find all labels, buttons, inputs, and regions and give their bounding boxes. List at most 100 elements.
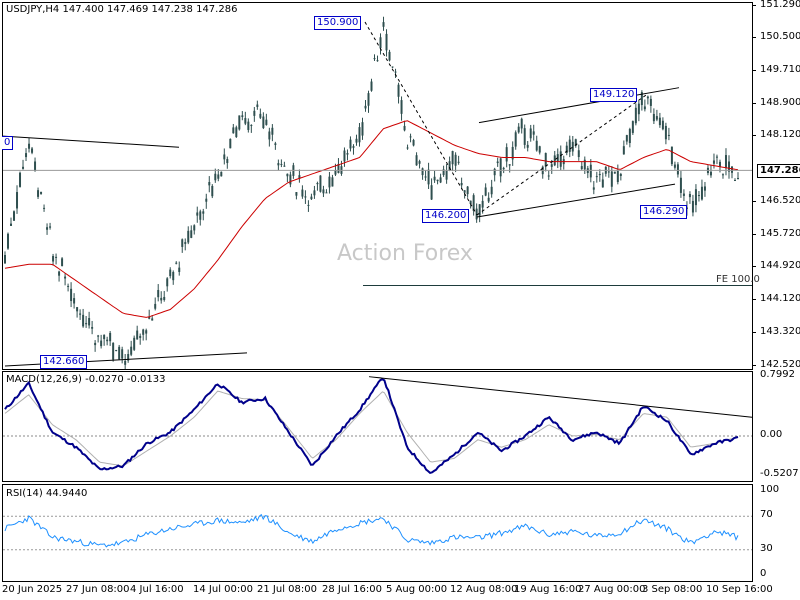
candle-body bbox=[223, 154, 226, 160]
watermark: Action Forex bbox=[337, 241, 473, 266]
candle-body bbox=[523, 128, 526, 145]
candle-body bbox=[178, 267, 181, 272]
dashed-projection-up bbox=[476, 94, 647, 216]
candle-body bbox=[346, 153, 349, 155]
candle-body bbox=[547, 175, 550, 177]
candle-body bbox=[607, 171, 610, 173]
candle-body bbox=[232, 127, 235, 134]
candle-body bbox=[433, 176, 436, 181]
channel-lower-line bbox=[476, 183, 676, 218]
candle-body bbox=[592, 187, 595, 190]
candle-body bbox=[127, 354, 130, 361]
candle-body bbox=[334, 170, 337, 175]
candle-body bbox=[379, 37, 382, 49]
candle-body bbox=[724, 155, 727, 169]
candle-body bbox=[109, 332, 112, 342]
candle-body bbox=[175, 262, 178, 264]
candle-body bbox=[478, 204, 481, 216]
candle-body bbox=[304, 196, 307, 198]
candle-body bbox=[640, 92, 643, 106]
candle-body bbox=[448, 161, 451, 171]
candle-body bbox=[115, 349, 118, 351]
candle-body bbox=[91, 327, 94, 329]
candle-body bbox=[271, 127, 274, 135]
candle-body bbox=[613, 171, 616, 174]
candle-body bbox=[295, 192, 298, 196]
candle-body bbox=[737, 178, 739, 180]
candle-body bbox=[124, 360, 127, 365]
candle-body bbox=[709, 171, 712, 176]
candle-body bbox=[97, 335, 100, 337]
candle-body bbox=[301, 189, 304, 197]
macd-tick-label: 0.7992 bbox=[760, 369, 795, 380]
candle-body bbox=[682, 193, 685, 196]
macd-tick-label: 0.00 bbox=[760, 428, 783, 440]
price-tick-mark bbox=[752, 135, 756, 137]
candle-body bbox=[187, 230, 190, 243]
time-tick-label: 4 Jul 16:00 bbox=[130, 584, 184, 595]
candle-body bbox=[661, 120, 664, 130]
price-tick-label: 144.920 bbox=[760, 260, 800, 272]
price-tick-label: 142.520 bbox=[760, 359, 800, 370]
candle-body bbox=[319, 175, 322, 192]
candle-body bbox=[277, 163, 280, 166]
candle-body bbox=[397, 84, 400, 97]
candle-body bbox=[631, 121, 634, 133]
price-tick-mark bbox=[752, 233, 756, 235]
candle-body bbox=[79, 313, 82, 315]
candle-body bbox=[199, 211, 202, 220]
candle-body bbox=[388, 51, 391, 61]
candle-body bbox=[25, 153, 28, 158]
price-tick-label: 145.720 bbox=[760, 227, 800, 239]
candle-body bbox=[424, 176, 427, 178]
rsi-tick-label: 100 bbox=[760, 484, 780, 495]
candle-body bbox=[238, 115, 241, 130]
candle-body bbox=[325, 192, 328, 194]
candle-body bbox=[148, 316, 151, 319]
candle-body bbox=[499, 158, 502, 177]
candle-body bbox=[64, 276, 67, 279]
candle-body bbox=[82, 314, 85, 327]
candle-body bbox=[310, 196, 313, 200]
candle-body bbox=[559, 151, 562, 167]
candle-body bbox=[595, 176, 598, 178]
candle-body bbox=[265, 119, 268, 125]
candle-body bbox=[106, 339, 109, 342]
candle-body bbox=[274, 143, 277, 145]
candle-body bbox=[22, 166, 25, 169]
candle-body bbox=[217, 174, 220, 179]
candle-body bbox=[85, 323, 88, 325]
candle-body bbox=[103, 334, 106, 340]
candle-body bbox=[634, 107, 637, 124]
candle-body bbox=[703, 186, 706, 191]
candle-body bbox=[244, 118, 247, 124]
annotation-channel-high: 149.120 bbox=[590, 88, 638, 102]
time-tick-label: 20 Jun 2025 bbox=[2, 584, 63, 595]
chart-header: USDJPY,H4 147.400 147.469 147.238 147.28… bbox=[6, 4, 237, 16]
candle-body bbox=[19, 172, 22, 187]
candle-body bbox=[37, 190, 40, 197]
candle-body bbox=[7, 233, 10, 249]
candle-body bbox=[619, 173, 622, 177]
candle-body bbox=[343, 150, 346, 162]
candle-body bbox=[442, 169, 445, 176]
candle-body bbox=[493, 168, 496, 176]
candle-body bbox=[487, 197, 490, 202]
candle-body bbox=[163, 296, 166, 300]
candles bbox=[4, 16, 739, 369]
candle-body bbox=[463, 190, 466, 193]
candle-body bbox=[316, 183, 319, 185]
moving-average-line bbox=[4, 120, 739, 318]
macd-divergence-trendline bbox=[368, 376, 752, 418]
price-tick-mark bbox=[752, 299, 756, 301]
candle-body bbox=[565, 145, 568, 153]
candle-body bbox=[580, 166, 583, 170]
candle-body bbox=[367, 93, 370, 106]
candle-body bbox=[532, 131, 535, 135]
time-tick-label: 21 Jul 08:00 bbox=[257, 584, 317, 595]
candle-body bbox=[715, 156, 718, 158]
candle-body bbox=[46, 227, 49, 230]
candle-body bbox=[220, 171, 223, 177]
candle-body bbox=[598, 173, 601, 176]
price-tick-mark bbox=[752, 266, 756, 268]
